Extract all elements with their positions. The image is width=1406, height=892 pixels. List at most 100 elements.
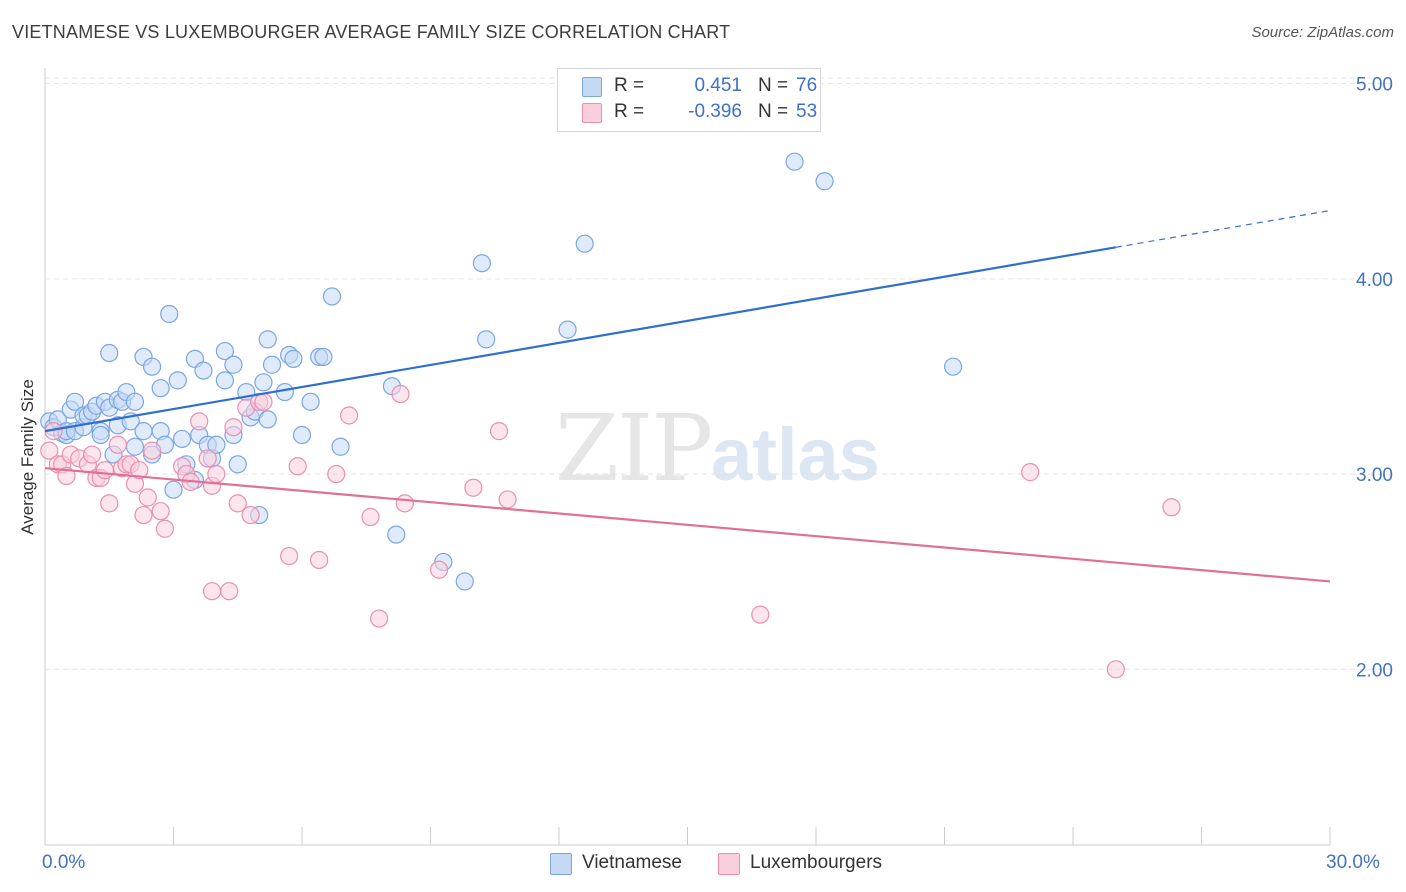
data-point	[198, 449, 217, 468]
legend-swatch-luxembourgers	[582, 103, 602, 123]
legend-n-value: 76	[796, 75, 818, 96]
bottom-legend-luxembourgers: Luxembourgers	[718, 850, 898, 878]
data-point	[100, 343, 119, 363]
data-point	[322, 287, 342, 306]
data-point	[202, 582, 222, 601]
bottom-swatch-luxembourgers	[718, 853, 740, 875]
data-point	[472, 254, 491, 273]
data-point	[391, 384, 410, 404]
bottom-swatch-vietnamese	[550, 853, 572, 875]
bottom-legend-label: Vietnamese	[582, 852, 682, 873]
data-point	[224, 355, 243, 374]
data-point	[164, 480, 183, 499]
data-point	[280, 546, 299, 566]
legend-r-value: -0.396	[688, 101, 742, 122]
data-point	[172, 429, 192, 449]
data-point	[134, 422, 153, 441]
data-point	[207, 464, 226, 484]
x-label-right: 30.0%	[1326, 852, 1380, 873]
data-point	[168, 371, 187, 390]
data-point	[327, 464, 346, 484]
data-point	[228, 494, 247, 513]
data-point	[258, 330, 277, 349]
y-tick-label: 2.00	[1356, 660, 1393, 681]
data-point	[292, 425, 312, 445]
data-point	[224, 418, 243, 437]
watermark-zip: ZIP	[555, 395, 713, 502]
data-point	[314, 347, 333, 367]
legend-swatch-vietnamese	[582, 77, 602, 97]
data-point	[125, 392, 145, 411]
data-point	[1162, 498, 1181, 517]
bottom-legend-label: Luxembourgers	[750, 852, 883, 873]
data-point	[1021, 463, 1040, 482]
data-point	[464, 478, 483, 497]
data-point	[254, 392, 273, 411]
data-point	[258, 410, 277, 429]
data-point	[151, 502, 170, 521]
trend-line-solid	[44, 467, 1331, 583]
grid-lines	[45, 77, 1395, 670]
data-point	[142, 357, 162, 376]
data-point	[65, 392, 85, 411]
data-point	[477, 330, 496, 349]
data-point	[83, 445, 102, 464]
data-point	[751, 605, 770, 624]
data-point	[1106, 660, 1125, 679]
data-point	[943, 357, 963, 376]
source-credit: Source: ZipAtlas.com	[1251, 24, 1394, 41]
data-point	[215, 371, 234, 390]
data-point	[142, 441, 162, 460]
legend-r-label: R =	[614, 75, 645, 96]
data-point	[785, 152, 804, 171]
data-point	[95, 461, 115, 480]
data-point	[220, 582, 239, 601]
trend-lines	[44, 209, 1331, 583]
data-point	[151, 379, 170, 398]
data-point	[125, 437, 145, 456]
data-point	[91, 425, 110, 445]
data-point	[215, 341, 234, 361]
data-point	[288, 457, 307, 476]
data-point	[489, 422, 509, 441]
chart-title: VIETNAMESE VS LUXEMBOURGER AVERAGE FAMIL…	[12, 22, 731, 42]
data-point	[207, 435, 226, 454]
trend-line-solid	[44, 246, 1117, 433]
data-point	[455, 572, 474, 591]
data-point	[138, 488, 157, 507]
data-point	[100, 494, 119, 513]
data-point	[361, 507, 380, 527]
watermark-atlas: atlas	[711, 413, 880, 496]
data-point	[395, 494, 414, 513]
legend-row-vietnamese: R = 0.451 N = 76	[582, 75, 818, 99]
legend-n-value: 53	[796, 101, 818, 122]
data-point	[498, 490, 517, 509]
data-point	[284, 349, 303, 368]
legend-r-label: R =	[614, 101, 645, 122]
series-vietnamese	[40, 152, 963, 591]
data-point	[558, 320, 577, 339]
bottom-legend-vietnamese: Vietnamese	[550, 850, 700, 878]
trend-line-dashed	[1115, 209, 1331, 248]
watermark: ZIPatlas	[555, 395, 880, 502]
data-point	[387, 525, 406, 544]
data-point	[575, 234, 594, 253]
data-point	[310, 550, 329, 570]
correlation-legend: R = 0.451 N = 76 R = -0.396 N = 53	[557, 68, 821, 132]
data-point	[370, 609, 389, 628]
data-point	[130, 461, 149, 480]
data-point	[134, 505, 153, 525]
y-tick-label: 5.00	[1356, 75, 1393, 96]
data-point	[194, 361, 213, 380]
data-point	[190, 412, 209, 431]
data-point	[108, 435, 127, 454]
legend-row-luxembourgers: R = -0.396 N = 53	[582, 101, 818, 125]
legend-n-label: N =	[758, 75, 789, 96]
legend-r-value: 0.451	[694, 75, 742, 96]
data-point	[262, 355, 282, 374]
data-point	[241, 505, 260, 525]
series-luxembourgers	[40, 384, 1181, 679]
data-point	[228, 455, 247, 474]
data-point	[429, 560, 449, 579]
